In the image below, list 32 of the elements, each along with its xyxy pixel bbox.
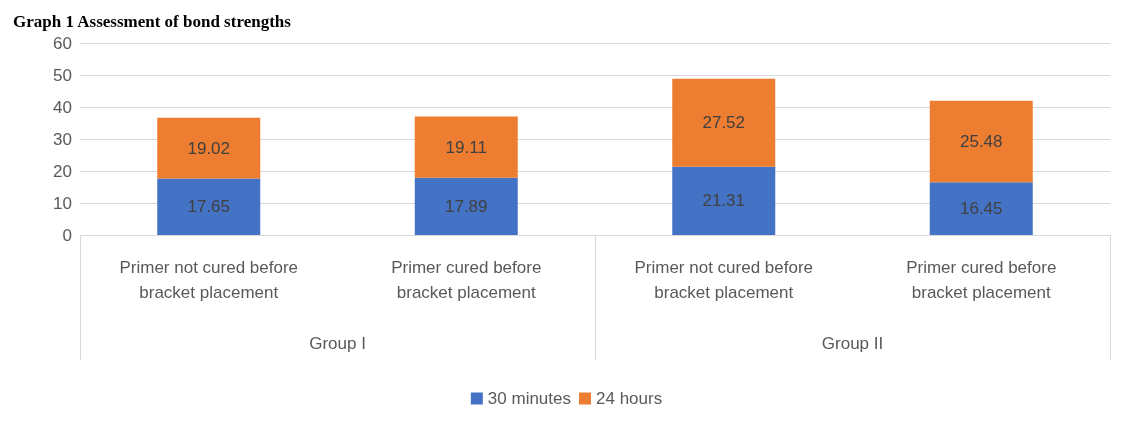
bar: [414, 177, 518, 235]
data-label: 27.52: [702, 113, 746, 133]
data-label: 19.02: [187, 138, 231, 158]
y-tick-label: 20: [53, 161, 72, 181]
bar: [157, 117, 261, 179]
chart-title: Graph 1 Assessment of bond strengths: [13, 12, 292, 31]
text: Group I: [309, 334, 366, 353]
x-tick-label: Primer cured before bracket placement: [906, 258, 1057, 302]
bar: [414, 116, 518, 178]
text: Group II: [821, 334, 884, 353]
data-label: 16.45: [959, 199, 1003, 219]
bar: [672, 78, 776, 167]
x-tick-label: Primer not cured before bracket placement: [119, 258, 299, 302]
data-label: 25.48: [959, 132, 1003, 152]
data-label: 21.31: [702, 191, 746, 211]
legend-label: 24 hours: [596, 389, 663, 408]
bar: [929, 100, 1033, 183]
data-label: 19.11: [445, 137, 487, 157]
y-tick-label: 0: [62, 225, 72, 245]
legend-label: 30 minutes: [487, 389, 572, 408]
bar: [929, 182, 1033, 235]
x-tick-label: Primer not cured before bracket placement: [634, 258, 814, 302]
y-tick-label: 10: [53, 193, 72, 213]
y-tick-label: 40: [53, 97, 72, 117]
y-tick-label: 50: [53, 65, 72, 85]
y-tick-label: 30: [53, 129, 72, 149]
data-label: 17.65: [187, 197, 231, 217]
data-label: 17.89: [444, 196, 488, 216]
x-tick-label: Primer cured before bracket placement: [391, 258, 542, 302]
y-tick-label: 60: [53, 33, 72, 53]
bar: [672, 166, 776, 235]
bar: [157, 178, 261, 235]
